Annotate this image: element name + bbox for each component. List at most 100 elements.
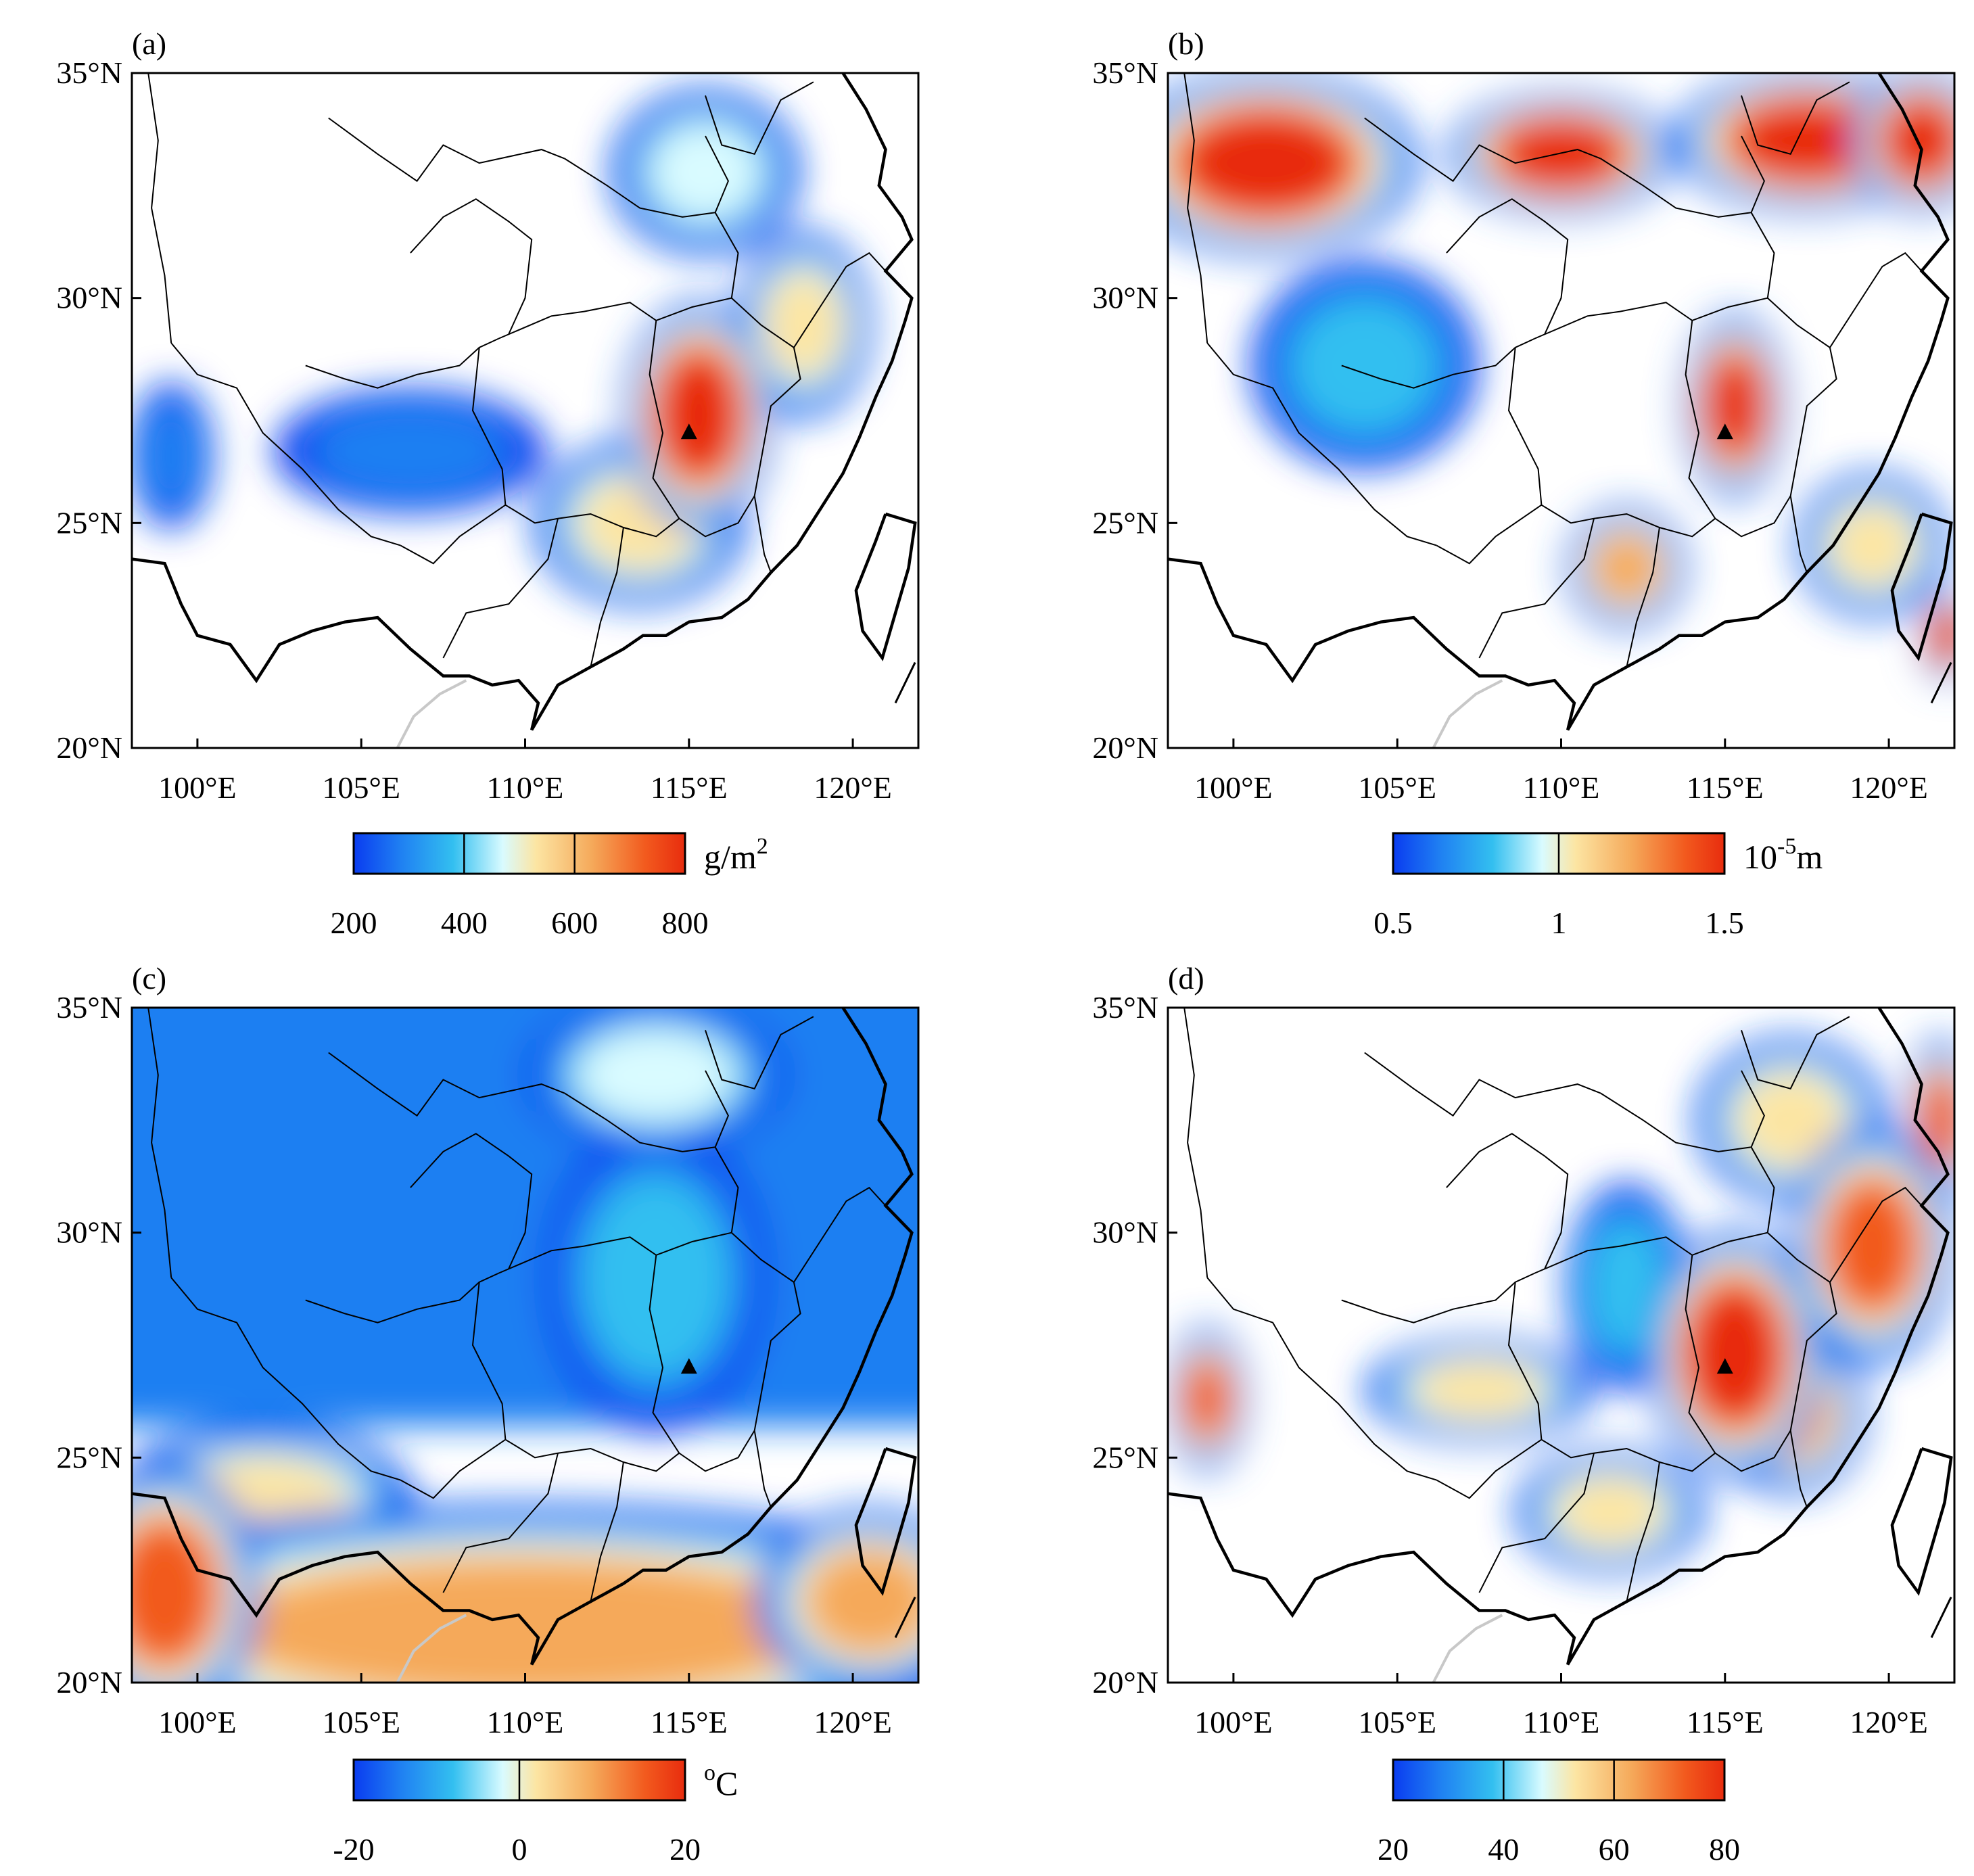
province-border xyxy=(1446,1133,1569,1269)
lon-tick-label: 120°E xyxy=(1850,770,1928,805)
panel-c: 35°N 30°N 25°N 20°N 100°E 105°E 110°E 115°E 120°… xyxy=(56,961,920,1867)
contour-blob xyxy=(1828,503,1917,588)
province-border xyxy=(1206,342,1437,546)
province-border xyxy=(410,198,533,335)
province-border xyxy=(328,1052,565,1117)
province-border xyxy=(1507,1282,1595,1459)
lon-tick-label: 105°E xyxy=(322,770,400,805)
province-border xyxy=(328,117,565,183)
province-border xyxy=(442,1453,559,1593)
taiwan-coast xyxy=(854,1447,917,1596)
contour-blob xyxy=(1593,532,1661,603)
borders-a xyxy=(132,73,917,748)
province-border xyxy=(564,1092,715,1152)
contour-blob xyxy=(1885,101,1954,180)
lon-tick-label: 110°E xyxy=(1523,770,1600,805)
province-border xyxy=(1741,1016,1850,1089)
colorbar-tick-label: 800 xyxy=(662,906,709,940)
borders-b xyxy=(1168,73,1953,748)
province-border xyxy=(471,1282,559,1459)
province-border xyxy=(1436,1438,1542,1499)
coastline xyxy=(1168,1008,1950,1666)
colorbar-tick-label: 1 xyxy=(1551,906,1567,940)
panel-label: (a) xyxy=(132,26,166,61)
panel-a: 35°N 30°N 25°N 20°N 100°E 105°E 110°E 115°E 120°… xyxy=(56,26,920,940)
province-border xyxy=(410,1133,533,1269)
contour-blob xyxy=(1413,1359,1545,1421)
borders-d xyxy=(1168,1008,1953,1683)
contour-blob xyxy=(1687,1286,1782,1422)
panel-d: 35°N 30°N 25°N 20°N 100°E 105°E 110°E 115°E 120°… xyxy=(1092,961,1956,1867)
lon-tick-label: 100°E xyxy=(158,1705,237,1739)
province-border xyxy=(1600,1092,1752,1152)
province-border xyxy=(147,73,172,344)
province-border xyxy=(170,1277,401,1481)
colorbar-tick-label: 20 xyxy=(669,1832,701,1867)
province-border xyxy=(400,504,506,565)
lon-tick-label: 110°E xyxy=(487,1705,564,1739)
province-border xyxy=(649,1254,755,1472)
lat-tick-label: 35°N xyxy=(1092,55,1158,90)
lon-tick-label: 105°E xyxy=(322,1705,400,1739)
province-border xyxy=(1829,252,1923,348)
province-border xyxy=(1436,504,1542,565)
colorbar xyxy=(352,832,686,875)
province-border xyxy=(1364,1052,1601,1117)
province-border xyxy=(1767,297,1837,573)
lat-tick-label: 20°N xyxy=(1092,1665,1158,1699)
province-border xyxy=(1364,117,1601,183)
contour-blob xyxy=(575,1027,737,1123)
lon-tick-label: 120°E xyxy=(814,1705,892,1739)
colorbar-tick-label: 20 xyxy=(1378,1832,1409,1867)
lon-tick-label: 100°E xyxy=(158,770,237,805)
contour-blob xyxy=(132,1521,217,1664)
borders-c xyxy=(132,1008,917,1683)
province-border xyxy=(498,1232,732,1274)
contour-blob xyxy=(1184,1359,1231,1440)
lat-tick-label: 25°N xyxy=(1092,505,1158,540)
taiwan-coast xyxy=(1890,1447,1953,1596)
colorbar-tick-label: 200 xyxy=(331,906,377,940)
province-border xyxy=(1478,518,1595,659)
lat-tick-label: 35°N xyxy=(1092,990,1158,1025)
lat-tick-label: 25°N xyxy=(1092,1440,1158,1474)
lat-tick-label: 25°N xyxy=(56,505,122,540)
lat-tick-label: 20°N xyxy=(56,730,122,765)
panel-b: 35°N 30°N 25°N 20°N 100°E 105°E 110°E 115°E 120°… xyxy=(1092,26,1956,940)
province-border xyxy=(590,527,624,667)
province-border xyxy=(793,1186,887,1283)
nine-dash-segment xyxy=(894,661,916,704)
province-border xyxy=(442,518,559,659)
lat-tick-label: 30°N xyxy=(56,281,122,315)
contour-blob xyxy=(1920,1074,1954,1166)
nine-dash-segment xyxy=(894,1596,916,1639)
lon-tick-label: 110°E xyxy=(487,770,564,805)
lon-tick-label: 110°E xyxy=(1523,1705,1600,1739)
colorbar-tick-label: 80 xyxy=(1709,1832,1740,1867)
station-triangle-icon xyxy=(1716,1358,1733,1374)
lat-tick-label: 20°N xyxy=(1092,730,1158,765)
province-border xyxy=(471,347,559,524)
province-border xyxy=(731,1232,801,1507)
contour-blob xyxy=(1290,298,1438,433)
contour-blob xyxy=(582,1176,730,1379)
province-border xyxy=(1183,73,1208,344)
province-border xyxy=(1534,1232,1768,1274)
lon-tick-label: 120°E xyxy=(814,770,892,805)
taiwan-coast xyxy=(854,512,917,661)
province-border xyxy=(564,158,715,218)
lon-tick-label: 100°E xyxy=(1194,1705,1273,1739)
province-border xyxy=(731,297,801,573)
province-border xyxy=(1507,347,1595,524)
contour-blob xyxy=(1587,1219,1666,1355)
colorbar-tick-label: 40 xyxy=(1488,1832,1519,1867)
province-border xyxy=(305,337,500,389)
contour-blob xyxy=(657,353,740,477)
contour-blob xyxy=(1555,1475,1666,1548)
colorbar-tick-label: 0 xyxy=(512,1832,527,1867)
coastline xyxy=(132,1008,914,1666)
province-border xyxy=(1534,297,1768,339)
lat-tick-label: 25°N xyxy=(56,1440,122,1474)
panel-label: (b) xyxy=(1168,26,1204,61)
